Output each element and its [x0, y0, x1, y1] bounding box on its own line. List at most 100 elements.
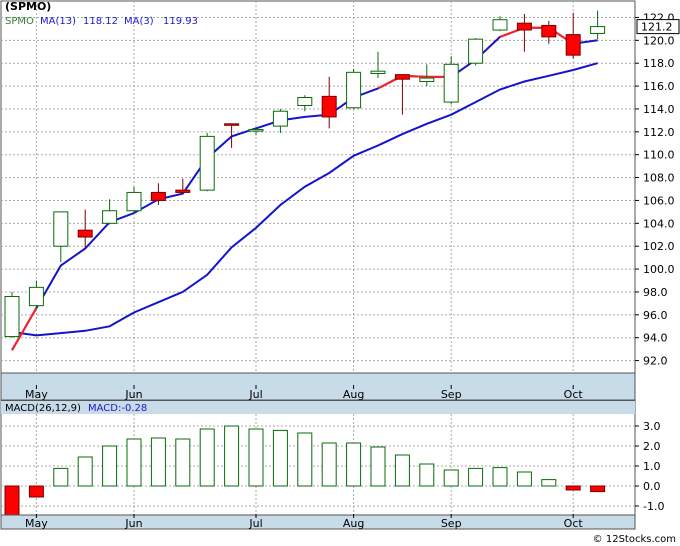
- macd-bar: [53, 467, 69, 487]
- candle-body: [199, 135, 215, 191]
- macd-bar: [126, 438, 142, 487]
- ma3-line-down-segment: [11, 307, 38, 351]
- macd-month-label: Oct: [564, 517, 584, 530]
- legend-spmo: SPMO: [5, 16, 34, 27]
- price-tick-label: 100.0: [643, 263, 675, 276]
- macd-bar: [248, 428, 264, 487]
- legend-ma3-value: 119.93: [163, 16, 198, 27]
- candle-body: [443, 63, 459, 103]
- macd-x-axis-band: [0, 514, 636, 530]
- candle-body: [370, 70, 386, 74]
- macd-bar: [77, 456, 93, 487]
- macd-x-axis: May Jun Jul Aug Sep Oct: [25, 514, 583, 530]
- candle-body: [53, 211, 69, 247]
- price-tick-label: 92.0: [643, 355, 668, 368]
- macd-month-label: May: [25, 517, 48, 530]
- candle-body: [4, 296, 20, 338]
- macd-bar: [28, 485, 44, 498]
- legend-ma13-value: 118.12: [83, 16, 118, 27]
- price-month-label: Oct: [564, 388, 584, 401]
- price-y-axis: 92.0 94.0 96.0 98.0 100.0 102.0 104.0 106.0 108.…: [635, 11, 675, 368]
- macd-bars-group: [4, 425, 606, 516]
- ma13-line-group: [11, 62, 598, 337]
- macd-bar: [102, 445, 118, 487]
- macd-bar: [199, 428, 215, 487]
- price-tick-label: 96.0: [643, 309, 668, 322]
- price-x-axis: May Jun Jul Aug Sep Oct: [25, 385, 583, 401]
- ma3-line-down-segment: [377, 74, 452, 90]
- macd-bar: [4, 485, 20, 516]
- macd-bar: [224, 425, 240, 487]
- macd-bar: [394, 454, 410, 487]
- chart-header: (SPMO) SPMO MA(13) 118.12 MA(3) 119.93: [5, 0, 198, 27]
- legend-ma13: MA(13): [40, 16, 76, 27]
- candle-body: [419, 77, 435, 82]
- macd-bar: [516, 471, 532, 487]
- price-tick-label: 116.0: [643, 80, 675, 93]
- candle-body: [126, 191, 142, 212]
- candle-body: [28, 286, 44, 307]
- copyright: © 12Stocks.com: [593, 534, 676, 545]
- macd-bar: [443, 469, 459, 487]
- macd-month-label: Jun: [124, 517, 142, 530]
- candle-body: [394, 74, 410, 80]
- last-price-label: 121.2: [641, 21, 673, 34]
- macd-bar: [492, 467, 508, 487]
- candle-body: [175, 189, 191, 193]
- macd-value: MACD:-0.28: [88, 403, 147, 414]
- candle-body: [150, 191, 166, 201]
- price-tick-label: 110.0: [643, 149, 675, 162]
- price-month-label: Aug: [343, 388, 364, 401]
- macd-month-label: Sep: [441, 517, 462, 530]
- ma3-line-down-segment: [499, 26, 574, 45]
- candle-body: [565, 34, 581, 56]
- macd-bar: [297, 432, 313, 487]
- price-tick-label: 114.0: [643, 103, 675, 116]
- macd-bar: [468, 467, 484, 487]
- price-tick-label: 112.0: [643, 126, 675, 139]
- candle-body: [224, 123, 240, 126]
- price-tick-label: 108.0: [643, 172, 675, 185]
- macd-bar: [565, 485, 581, 491]
- candle-body: [516, 22, 532, 31]
- macd-bar: [346, 442, 362, 487]
- price-tick-label: 98.0: [643, 286, 668, 299]
- price-tick-label: 104.0: [643, 217, 675, 230]
- last-price-marker: 121.2: [636, 19, 680, 35]
- price-tick-label: 120.0: [643, 34, 675, 47]
- candle-body: [468, 38, 484, 64]
- candle-body: [272, 110, 288, 127]
- macd-bar: [590, 485, 606, 493]
- macd-tick-label: 3.0: [643, 420, 661, 433]
- price-month-label: May: [25, 388, 48, 401]
- macd-tick-label: -1.0: [643, 500, 664, 513]
- macd-month-label: Aug: [343, 517, 364, 530]
- macd-bar: [541, 479, 557, 487]
- macd-bar: [419, 463, 435, 487]
- legend-ma3: MA(3): [124, 16, 154, 27]
- macd-month-label: Jul: [248, 517, 262, 530]
- candle-body: [590, 26, 606, 34]
- macd-bar: [321, 442, 337, 487]
- price-tick-label: 102.0: [643, 240, 675, 253]
- macd-title: MACD(26,12,9): [5, 403, 81, 414]
- macd-header-band: [1, 401, 635, 414]
- candle-body: [321, 95, 337, 118]
- price-month-label: Jun: [124, 388, 142, 401]
- macd-bar: [175, 438, 191, 487]
- price-panel: [0, 0, 636, 374]
- candle-body: [492, 19, 508, 31]
- macd-tick-label: 2.0: [643, 440, 661, 453]
- price-month-label: Sep: [441, 388, 462, 401]
- candle-body: [346, 71, 362, 109]
- macd-tick-label: 1.0: [643, 460, 661, 473]
- last-price-box: [636, 19, 680, 35]
- price-x-axis-band: [0, 372, 636, 401]
- ma13-line: [11, 62, 598, 337]
- candle-body: [248, 129, 264, 132]
- price-tick-label: 118.0: [643, 57, 675, 70]
- macd-bar: [370, 446, 386, 487]
- macd-tick-label: 0.0: [643, 480, 661, 493]
- macd-bar: [150, 437, 166, 487]
